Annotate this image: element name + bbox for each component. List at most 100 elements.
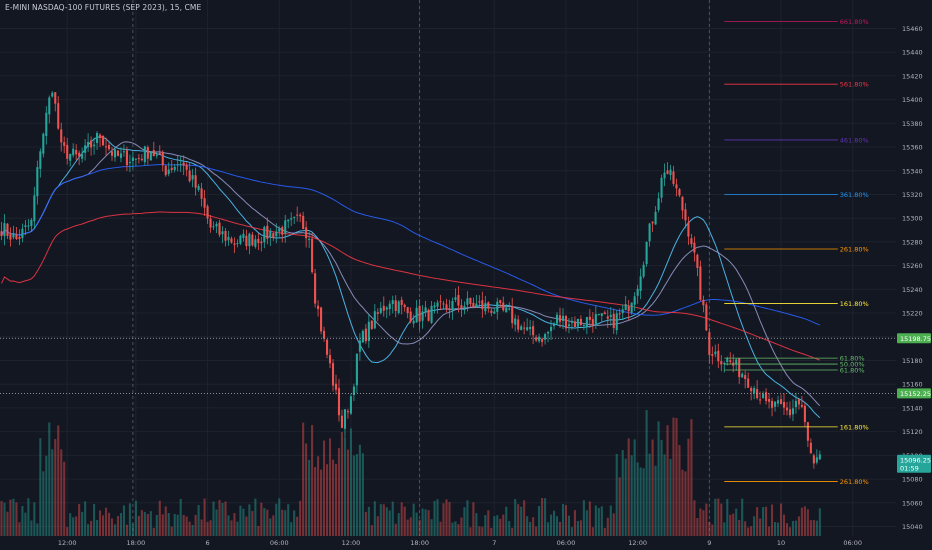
volume-bar (391, 501, 394, 536)
candle (101, 135, 105, 146)
volume-bar (547, 522, 550, 536)
candle-body (110, 151, 114, 156)
volume-bar (669, 458, 672, 536)
volume-bar (340, 431, 344, 536)
volume-bar (794, 520, 797, 536)
candle (648, 222, 651, 247)
candle (756, 380, 759, 400)
volume-bar (233, 513, 236, 536)
candle-body (445, 304, 448, 309)
candle (42, 132, 45, 158)
candle-body (275, 231, 278, 237)
volume-bar (403, 506, 406, 536)
candle (379, 301, 382, 315)
candle-body (756, 389, 759, 399)
volume-bar (260, 502, 263, 536)
candle (48, 95, 51, 124)
candle (385, 305, 388, 319)
ma-line-120 (1, 164, 821, 326)
candle (558, 307, 562, 328)
candle (63, 136, 66, 154)
candle (567, 318, 571, 334)
candle (176, 155, 179, 172)
volume-bar (588, 501, 591, 536)
volume-bar (782, 514, 786, 536)
fib-label: 61.80% (840, 366, 865, 374)
candle-body (573, 321, 576, 327)
candle (645, 241, 648, 267)
volume-bar (630, 455, 633, 536)
candle-body (60, 129, 63, 143)
volume-bar (75, 516, 78, 536)
candle (588, 309, 591, 329)
candle (508, 302, 511, 311)
candle-body (397, 301, 400, 313)
candle-body (424, 307, 427, 313)
volume-bar (561, 504, 565, 536)
candle-body (101, 135, 105, 146)
candle (594, 305, 597, 329)
candle (287, 219, 290, 229)
volume-bar (361, 453, 364, 536)
candle-body (78, 152, 81, 157)
candle-body (806, 422, 809, 441)
volume-bar (493, 516, 496, 536)
candle-body (672, 171, 675, 184)
volume-bar (81, 511, 84, 536)
candle-body (266, 225, 269, 239)
fib-label: 361.80% (840, 191, 869, 199)
volume-bar (170, 526, 173, 536)
candle (481, 291, 484, 318)
candle (669, 164, 672, 181)
candle (747, 372, 750, 389)
volume-bar (278, 498, 281, 536)
candle (308, 231, 311, 248)
volume-bar (648, 453, 651, 536)
volume-bar (651, 439, 654, 536)
volume-bar (538, 505, 541, 536)
candle-body (636, 288, 639, 296)
candle (376, 308, 379, 322)
volume-bar (636, 462, 639, 536)
candle-body (762, 393, 765, 399)
candle-body (433, 305, 436, 308)
candle-body (791, 408, 795, 415)
candle (194, 167, 197, 196)
candle (663, 163, 666, 187)
candle-body (511, 306, 514, 324)
volume-bar (379, 504, 382, 536)
candle-body (460, 305, 463, 309)
volume-bar (188, 521, 191, 536)
candle-body (239, 235, 242, 244)
candle (424, 300, 427, 318)
candle (122, 144, 125, 157)
candle-body (155, 154, 158, 156)
volume-bar (660, 439, 663, 536)
volume-bar (708, 521, 711, 536)
candle (427, 308, 430, 322)
price-tick-label: 15340 (902, 167, 923, 175)
candle-body (463, 306, 466, 311)
candle (603, 310, 606, 315)
candle-body (753, 388, 756, 394)
candle-body (815, 457, 818, 463)
candle (660, 174, 663, 203)
volume-bar (597, 508, 600, 536)
volume-bar (376, 516, 379, 536)
candle (597, 313, 600, 316)
volume-bar (499, 518, 502, 536)
candle-body (299, 214, 302, 217)
candle-body (18, 237, 21, 240)
volume-bar (415, 512, 418, 536)
candle (128, 154, 131, 173)
candle-body (391, 300, 394, 305)
volume-bar (197, 505, 200, 536)
candle-body (567, 324, 571, 327)
volume-bar (116, 515, 120, 536)
candle (18, 229, 21, 246)
candle (573, 316, 576, 328)
candle (110, 146, 114, 161)
candle-body (794, 400, 797, 408)
candle (675, 178, 678, 197)
